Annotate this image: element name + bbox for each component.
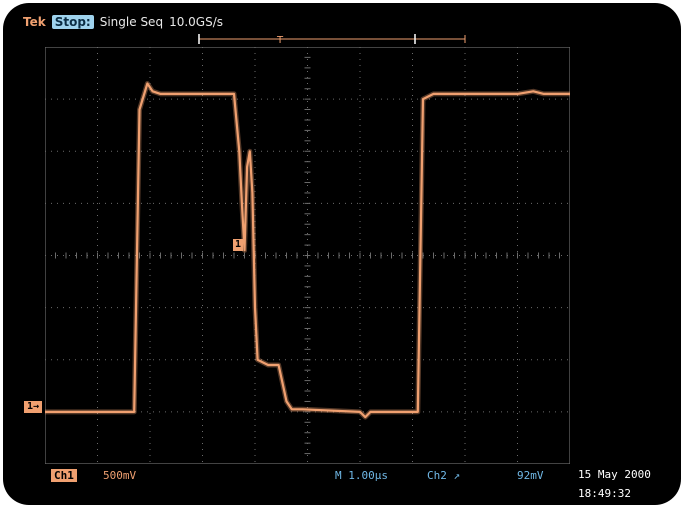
volts-per-division: 500mV (103, 469, 137, 482)
waveform-sample-point (151, 90, 154, 93)
record-view-bracket (198, 34, 466, 44)
waveform-sample-point (422, 98, 424, 100)
waveform-sample-point (359, 411, 361, 413)
readout-bar: Ch1 500mV M 1.00µs Ch2 ↗ 92mV (3, 468, 681, 488)
waveform-sample-point (364, 416, 367, 418)
waveform-sample-point (45, 411, 46, 413)
waveform-sample-point (133, 411, 136, 413)
record-position-ruler: T (198, 34, 466, 46)
date-readout: 15 May 2000 (578, 468, 651, 481)
brand-label: Tek (23, 15, 46, 29)
waveform-sample-point (248, 150, 251, 153)
waveform-sample-point (146, 82, 149, 85)
acquisition-status-badge[interactable]: Stop: (51, 15, 94, 29)
waveform-sample-point (254, 306, 256, 309)
waveform-sample-point (290, 408, 293, 411)
time-readout: 18:49:32 (578, 487, 631, 500)
oscilloscope-screen: Tek Stop: Single Seq 10.0GS/s T 1→ 1 Ch1… (3, 3, 681, 505)
waveform-sample-point (532, 90, 535, 93)
waveform-sample-point (251, 192, 254, 194)
waveform-sample-point (277, 364, 280, 366)
waveform-sample-point (301, 408, 304, 411)
waveform-sample-point (256, 358, 259, 361)
waveform-sample-point (285, 400, 288, 403)
channel1-label[interactable]: Ch1 (51, 469, 77, 482)
waveform-sample-point (243, 249, 246, 252)
waveform-sample-point (416, 411, 419, 413)
waveform-sample-point (241, 202, 243, 205)
waveform-sample-point (569, 93, 570, 95)
trigger-source: Ch2 (427, 469, 447, 482)
waveform-sample-point (246, 166, 248, 168)
trigger-slope-icon: ↗ (453, 469, 461, 482)
waveform-trace (45, 82, 570, 419)
waveform-sample-point (238, 150, 241, 153)
waveform-display[interactable] (45, 47, 570, 464)
waveform-sample-point (267, 364, 269, 366)
waveform-sample-point (516, 93, 519, 95)
waveform-sample-point (432, 93, 435, 95)
channel1-ground-marker[interactable]: 1→ (24, 401, 42, 413)
trigger-readout: Ch2 ↗ (427, 469, 460, 482)
waveform-sample-point (233, 93, 235, 95)
status-bar: Tek Stop: Single Seq 10.0GS/s (23, 13, 223, 31)
trigger-position-icon: T (276, 35, 284, 46)
waveform-sample-point (138, 108, 141, 111)
acquisition-mode-label: Single Seq (99, 15, 164, 29)
waveform-sample-point (159, 93, 162, 95)
trigger-level-readout: 92mV (517, 469, 544, 482)
trigger-level-marker[interactable]: 1 (233, 239, 243, 251)
waveform-sample-point (542, 93, 545, 95)
timebase-readout: M 1.00µs (335, 469, 388, 482)
waveform-trace-glow (45, 81, 570, 420)
waveform-sample-point (369, 411, 372, 413)
graticule-and-trace (45, 47, 570, 464)
sample-rate-label: 10.0GS/s (169, 15, 223, 29)
